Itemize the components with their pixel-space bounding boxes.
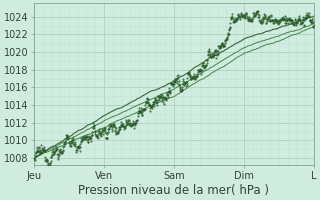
X-axis label: Pression niveau de la mer( hPa ): Pression niveau de la mer( hPa ) (78, 184, 269, 197)
